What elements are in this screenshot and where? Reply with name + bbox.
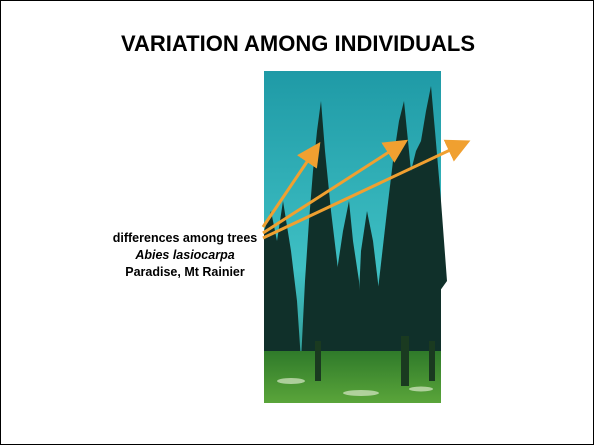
arrows bbox=[261, 139, 471, 240]
photo bbox=[264, 71, 447, 403]
caption-line: Paradise, Mt Rainier bbox=[125, 265, 245, 279]
caption-line: differences among trees bbox=[112, 231, 258, 245]
caption: differences among trees Abies lasiocarpa… bbox=[111, 230, 259, 281]
slide-title: VARIATION AMONG INDIVIDUALS bbox=[120, 31, 476, 56]
caption-species: Abies lasiocarpa bbox=[135, 248, 235, 262]
